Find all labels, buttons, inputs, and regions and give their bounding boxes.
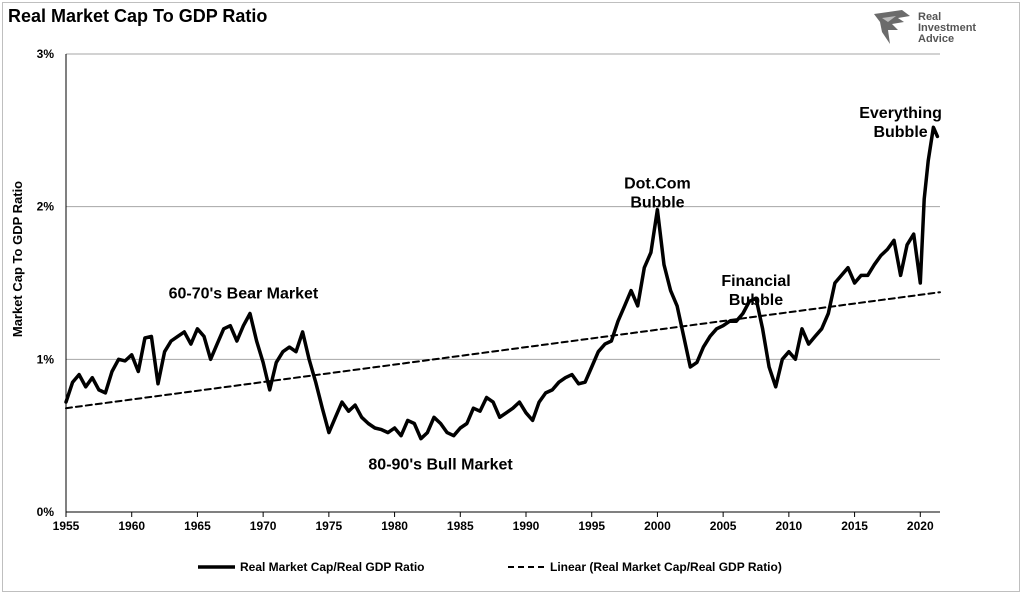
annotation-line: Dot.Com — [624, 175, 691, 192]
annotation-label: 60-70's Bear Market — [169, 285, 319, 302]
series-lines — [64, 125, 941, 441]
chart-title: Real Market Cap To GDP Ratio — [8, 6, 268, 26]
y-tick-label: 0% — [37, 505, 55, 519]
y-tick-label: 1% — [37, 352, 55, 366]
x-tick-label: 1965 — [184, 519, 211, 533]
eagle-logo-icon — [874, 10, 910, 44]
axes — [65, 54, 940, 517]
annotation-line: Bubble — [873, 124, 927, 141]
x-tick-label: 2005 — [710, 519, 737, 533]
x-tick-label: 2020 — [907, 519, 934, 533]
y-tick-label: 2% — [37, 200, 55, 214]
y-tick-label: 3% — [37, 47, 55, 61]
brand-line-1: Real — [918, 11, 942, 23]
annotation-line: Everything — [859, 105, 942, 122]
brand-logo: Real Investment Advice — [872, 8, 1002, 48]
annotation-line: Bubble — [630, 194, 684, 211]
annotation-label: Everything Bubble — [859, 105, 942, 141]
gridlines — [66, 53, 940, 360]
x-tick-label: 1990 — [513, 519, 540, 533]
x-tick-label: 1955 — [53, 519, 80, 533]
annotation-label: Dot.Com Bubble — [624, 175, 691, 211]
legend-label: Linear (Real Market Cap/Real GDP Ratio) — [550, 560, 782, 574]
annotation-line: 60-70's Bear Market — [169, 285, 319, 302]
x-tick-label: 1985 — [447, 519, 474, 533]
x-tick-label: 1960 — [118, 519, 145, 533]
trend-line — [65, 291, 941, 410]
y-tick-labels: 0% 1% 2% 3% — [37, 47, 55, 519]
x-tick-label: 1995 — [578, 519, 605, 533]
x-tick-label: 1970 — [250, 519, 277, 533]
annotation-line: 80-90's Bull Market — [368, 456, 513, 473]
x-tick-label: 2000 — [644, 519, 671, 533]
y-axis-label: Market Cap To GDP Ratio — [10, 181, 25, 337]
x-tick-labels: 1955 1960 1965 1970 1975 1980 1985 1990 1995 2000… — [53, 519, 934, 533]
brand-line-2: Investment — [918, 22, 977, 34]
annotation-line: Bubble — [729, 292, 783, 309]
annotations: 60-70's Bear Market 80-90's Bull Market Do… — [169, 105, 942, 473]
annotation-line: Financial — [721, 273, 790, 290]
ratio-line — [64, 125, 940, 441]
legend-label: Real Market Cap/Real GDP Ratio — [240, 560, 425, 574]
brand-line-3: Advice — [918, 33, 955, 45]
annotation-label: 80-90's Bull Market — [368, 456, 513, 473]
x-tick-label: 2015 — [841, 519, 868, 533]
legend: Real Market Cap/Real GDP Ratio Linear (Re… — [198, 560, 782, 574]
annotation-label: Financial Bubble — [721, 273, 790, 309]
x-tick-label: 1980 — [381, 519, 408, 533]
x-tick-label: 2010 — [776, 519, 803, 533]
x-tick-label: 1975 — [316, 519, 343, 533]
